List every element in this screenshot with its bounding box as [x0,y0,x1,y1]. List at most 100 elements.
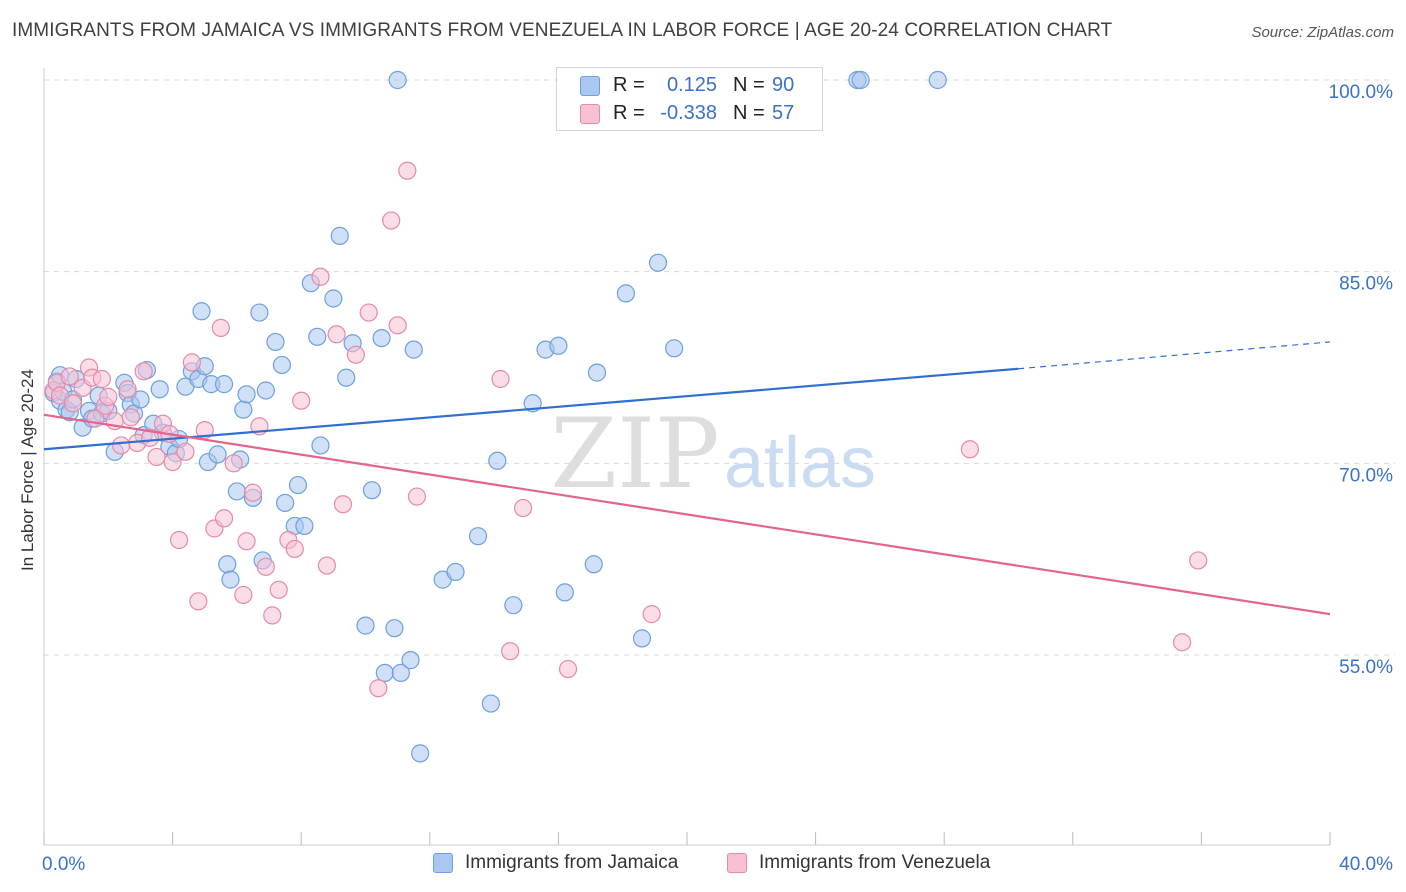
data-point [359,303,378,322]
y-tick-label: 100.0% [1329,82,1394,103]
legend-swatch-venezuela [580,104,600,124]
data-point [337,368,356,387]
data-point [372,329,391,348]
legend-r-label: R = [613,74,645,96]
data-point [269,580,288,599]
gridlines [44,79,1395,656]
data-point [227,482,246,501]
legend-r-value: 0.125 [666,74,717,96]
data-point [192,302,211,321]
data-point [632,629,652,648]
legend-swatch-jamaica [580,76,600,96]
data-point [375,663,394,682]
legend-row-jamaica: R = 0.125 N = 90 [557,72,822,100]
data-point [411,744,430,763]
data-point [317,556,337,575]
data-point [388,316,407,335]
series-jamaica-points [44,70,947,763]
data-point [218,555,237,574]
data-point [140,428,160,447]
legend-swatch-venezuela [727,853,747,873]
data-point [391,663,410,682]
data-point [558,659,578,679]
data-point [385,619,404,638]
data-point [616,284,636,303]
data-point [288,475,308,495]
y-tick-label: 55.0% [1339,657,1393,678]
data-point [555,583,574,602]
chart-title: IMMIGRANTS FROM JAMAICA VS IMMIGRANTS FR… [12,20,1113,41]
legend-n-label: N = [733,102,765,124]
tick-labels: 55.0% 70.0% 85.0% 100.0% 0.0% 40.0% [42,82,1393,875]
source-note: Source: ZipAtlas.com [1251,24,1394,41]
data-point [176,442,195,461]
data-point [308,327,327,346]
data-point [407,487,427,506]
data-point [272,355,292,375]
data-point [324,289,343,308]
data-point [330,226,349,245]
watermark-atlas: atlas [724,423,876,503]
data-point [648,253,668,272]
data-point [311,267,330,286]
data-point [285,539,304,559]
data-point [276,493,295,513]
legend-label-venezuela: Immigrants from Venezuela [759,852,991,873]
stats-legend: R = 0.125 N = 90 R = -0.338 N = 57 [556,67,823,131]
data-point [150,380,169,399]
data-point [404,340,423,359]
data-point [642,605,661,624]
y-tick-label: 70.0% [1339,465,1393,486]
data-point [147,447,166,467]
data-point [131,390,150,409]
legend-row-venezuela: R = -0.338 N = 57 [557,100,822,128]
data-point [327,325,346,344]
x-tick-label: 40.0% [1339,854,1393,875]
trend-line-extension [1018,341,1331,370]
series-venezuela-points [44,161,1208,698]
legend-swatch-jamaica [433,853,453,873]
trend-lines [43,341,1331,616]
data-point [491,369,510,389]
y-tick-label: 85.0% [1339,274,1393,295]
data-point [163,452,182,472]
data-point [584,555,603,574]
data-point [134,362,153,381]
data-point [333,495,353,514]
data-point [468,527,488,546]
data-point [388,70,407,90]
data-point [504,596,523,615]
data-point [362,481,382,500]
legend-label-jamaica: Immigrants from Jamaica [465,852,679,873]
data-point [243,483,263,502]
data-point [169,530,189,550]
data-point [256,381,275,400]
data-point [214,375,234,394]
data-point [481,694,500,713]
data-point [401,651,420,670]
data-point [928,70,947,90]
data-point [182,353,201,372]
data-point [214,509,234,528]
data-point [665,339,684,358]
data-point [121,408,140,427]
legend-n-label: N = [733,74,765,96]
data-point [501,642,520,661]
legend-r-value: -0.338 [660,102,717,124]
data-point [311,436,330,455]
data-point [208,445,227,464]
data-point [960,440,980,459]
data-point [63,394,83,413]
data-point [1189,551,1208,570]
data-point [256,557,275,576]
data-point [346,345,365,364]
data-point [369,679,388,698]
legend-r-label: R = [613,102,645,124]
legend-n-value: 90 [772,74,795,96]
data-point [99,387,118,406]
data-point [234,400,253,419]
trend-line [43,413,1331,616]
data-point [211,318,230,337]
watermark-zip: ZIP [550,398,719,510]
